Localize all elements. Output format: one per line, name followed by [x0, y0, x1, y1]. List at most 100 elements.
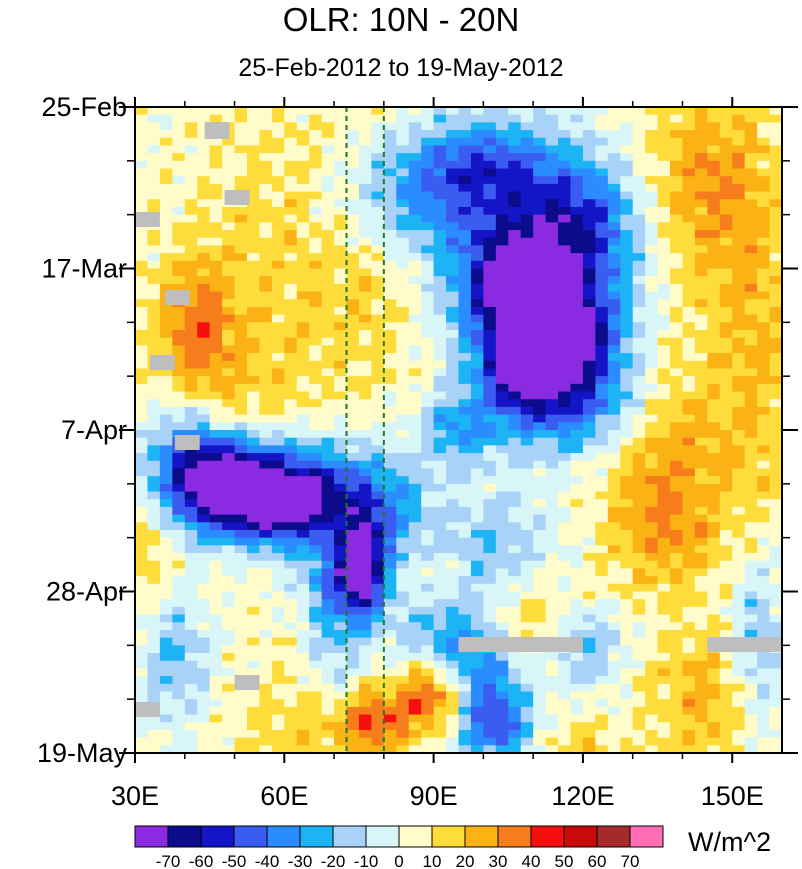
field-cell [259, 591, 273, 600]
field-cell [470, 230, 497, 239]
field-cell [769, 614, 782, 623]
colorbar-label: 20 [456, 852, 475, 869]
field-cell [508, 137, 522, 146]
field-cell [396, 583, 422, 592]
field-cell [446, 737, 459, 746]
field-cell [346, 214, 360, 223]
field-cell [458, 714, 472, 723]
field-cell [234, 122, 285, 131]
field-cell [172, 460, 186, 469]
field-cell [495, 130, 534, 139]
field-cell [371, 391, 385, 400]
field-cell [408, 168, 422, 177]
field-cell [371, 283, 385, 292]
field-cell [334, 145, 360, 154]
colorbar-swatch [431, 825, 466, 848]
field-cell [246, 514, 310, 523]
field-cell [645, 206, 671, 216]
field-cell [383, 137, 397, 146]
field-cell [670, 199, 708, 208]
field-cell [184, 514, 198, 523]
field-cell [757, 722, 770, 731]
missing-data-patch [204, 122, 230, 139]
field-cell [321, 483, 335, 492]
field-cell [184, 706, 198, 715]
field-cell [271, 522, 310, 531]
field-cell [707, 529, 721, 539]
field-cell [284, 453, 298, 462]
field-cell [520, 583, 534, 592]
field-cell [371, 576, 385, 585]
field-cell [271, 660, 285, 669]
field-cell [296, 253, 360, 262]
field-cell [508, 145, 546, 154]
field-cell [172, 491, 186, 500]
field-cell [632, 314, 671, 323]
field-cell [371, 476, 410, 485]
field-cell [645, 353, 658, 362]
field-cell [657, 745, 708, 753]
field-cell [620, 437, 634, 446]
field-cell [284, 722, 323, 731]
field-cell [769, 306, 782, 316]
field-cell [595, 637, 621, 646]
field-cell [433, 476, 447, 485]
field-cell [458, 337, 472, 346]
field-cell [284, 553, 323, 562]
field-cell [732, 306, 746, 316]
field-cell [433, 706, 459, 715]
field-cell [433, 268, 459, 277]
field-cell [470, 376, 484, 385]
field-cell [358, 460, 372, 469]
field-cell [159, 422, 198, 431]
field-cell [694, 529, 708, 539]
field-cell [446, 314, 459, 323]
field-cell [346, 529, 372, 539]
field-cell [558, 691, 571, 700]
field-cell [483, 330, 497, 339]
field-cell [620, 368, 646, 377]
field-cell [309, 737, 323, 746]
field-cell [595, 591, 621, 600]
field-cell [371, 383, 410, 392]
field-cell [446, 614, 472, 623]
field-cell [197, 330, 211, 339]
field-cell [346, 245, 360, 254]
field-cell [371, 737, 385, 746]
field-cell [545, 699, 571, 708]
field-cell [396, 560, 410, 569]
field-cell [707, 107, 770, 116]
field-cell [433, 153, 447, 162]
field-cell [495, 445, 559, 454]
field-cell [246, 199, 273, 208]
field-cell [222, 153, 248, 162]
field-cell [321, 291, 385, 300]
field-cell [470, 629, 484, 639]
field-cell [271, 376, 285, 385]
field-cell [520, 714, 534, 723]
field-cell [184, 691, 211, 700]
field-cell [470, 199, 509, 208]
field-cell [346, 160, 360, 169]
field-cell [495, 368, 584, 377]
field-cell [433, 276, 447, 285]
field-cell [197, 522, 211, 531]
field-cell [558, 237, 596, 246]
field-cell [334, 237, 347, 246]
field-cell [744, 629, 758, 639]
field-cell [570, 606, 621, 615]
field-cell [234, 437, 248, 446]
field-cell [197, 299, 223, 308]
field-cell [508, 453, 571, 462]
field-cell [222, 368, 235, 377]
field-cell [694, 237, 721, 246]
field-cell [558, 460, 571, 469]
field-cell [421, 345, 435, 354]
field-cell [222, 653, 235, 662]
field-cell [334, 322, 347, 331]
field-cell [533, 214, 546, 223]
field-cell [769, 253, 782, 262]
field-cell [732, 599, 746, 608]
field-cell [570, 176, 584, 185]
field-cell [433, 637, 447, 646]
